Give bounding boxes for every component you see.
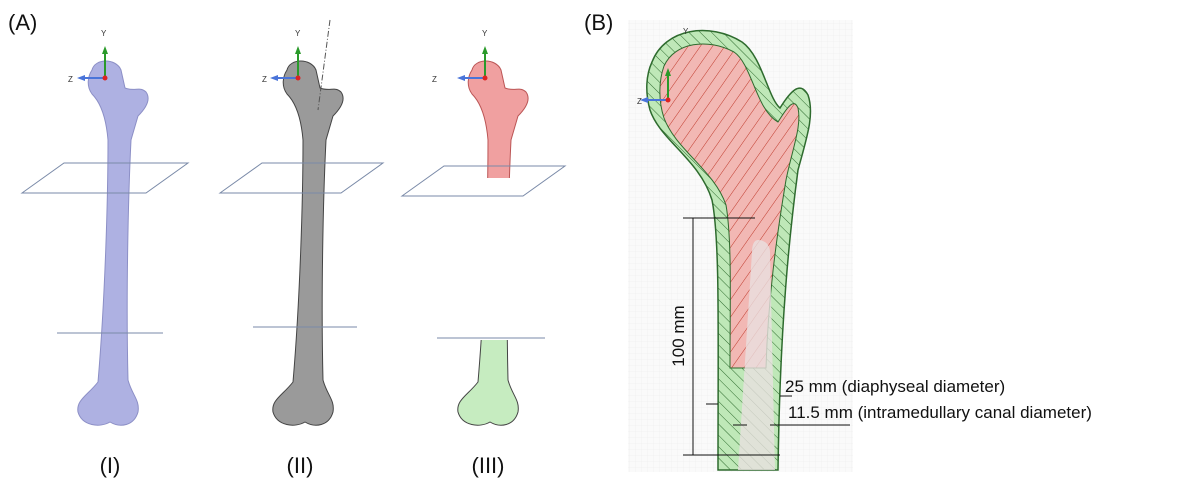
axis-z: Z bbox=[637, 97, 642, 106]
panel-label: (A) bbox=[8, 10, 37, 35]
axis-y: Y bbox=[482, 29, 488, 38]
axis-z: Z bbox=[262, 75, 267, 84]
length-label: 100 mm bbox=[669, 305, 688, 366]
diaphyseal-label: 25 mm (diaphyseal diameter) bbox=[785, 377, 1005, 396]
model-label: (I) bbox=[100, 453, 121, 478]
axis-z: Z bbox=[432, 75, 437, 84]
figure: (A) Y Z (I) Y Z (II) Y Z (III) (B) Y bbox=[0, 0, 1192, 480]
canal-label: 11.5 mm (intramedullary canal diameter) bbox=[788, 403, 1092, 422]
panel-label: (B) bbox=[584, 10, 613, 35]
model-label: (III) bbox=[472, 453, 505, 478]
axis-y: Y bbox=[683, 27, 689, 36]
axis-z: Z bbox=[68, 75, 73, 84]
axis-y: Y bbox=[101, 29, 107, 38]
model-i: Y Z (I) bbox=[22, 29, 188, 478]
model-ii: Y Z (II) bbox=[220, 20, 383, 478]
axis-y: Y bbox=[295, 29, 301, 38]
model-iii: Y Z (III) bbox=[402, 29, 565, 478]
model-label: (II) bbox=[287, 453, 314, 478]
